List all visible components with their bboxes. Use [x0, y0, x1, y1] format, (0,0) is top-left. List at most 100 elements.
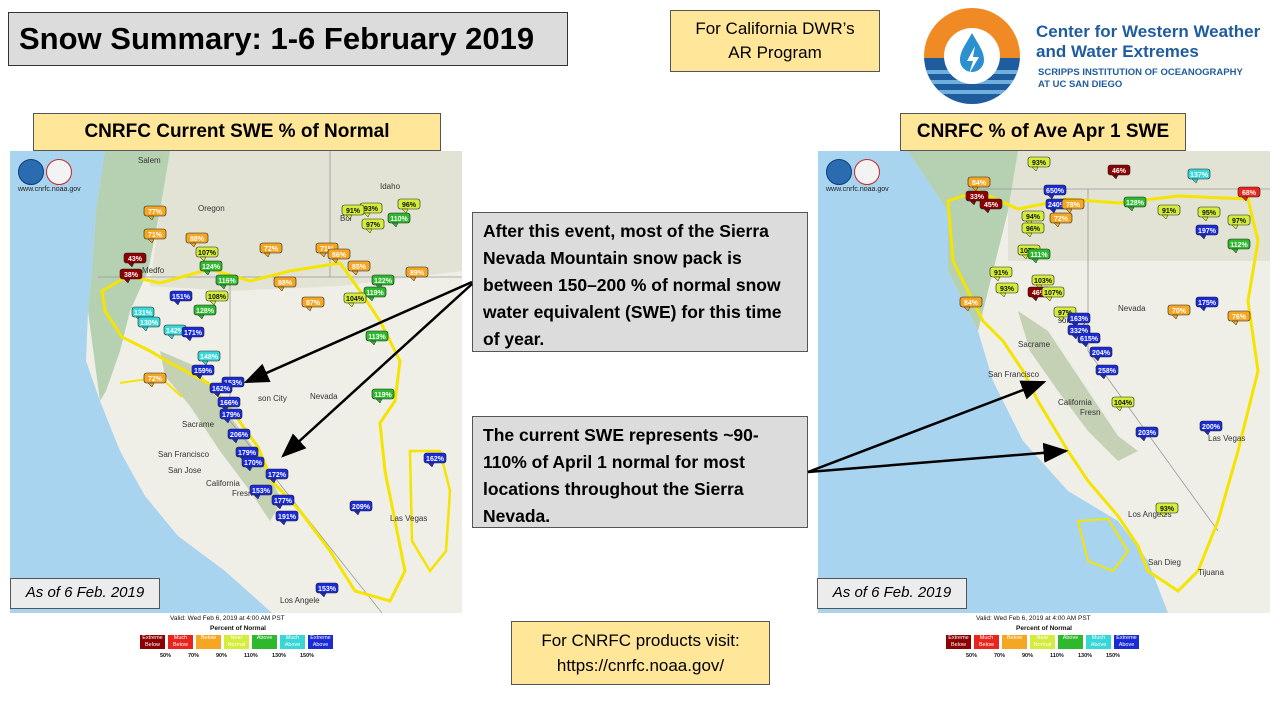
station-marker[interactable]: 72%	[1049, 212, 1073, 228]
station-marker[interactable]: 89%	[405, 266, 429, 282]
station-marker[interactable]: 97%	[361, 218, 385, 234]
station-marker[interactable]: 93%	[1155, 502, 1179, 518]
station-marker[interactable]: 128%	[1123, 196, 1147, 212]
station-marker[interactable]: 177%	[271, 494, 295, 510]
station-marker[interactable]: 170%	[241, 456, 265, 472]
visit-link[interactable]: https://cnrfc.noaa.gov/	[556, 656, 725, 675]
station-marker[interactable]: 78%	[1061, 198, 1085, 214]
station-marker[interactable]: 46%	[1107, 164, 1131, 180]
station-marker[interactable]: 43%	[123, 252, 147, 268]
station-marker[interactable]: 68%	[1237, 186, 1261, 202]
station-marker[interactable]: 191%	[275, 510, 299, 526]
legend-tick: 70%	[188, 653, 200, 659]
station-marker[interactable]: 87%	[301, 296, 325, 312]
nws-icon	[854, 159, 880, 185]
station-marker[interactable]: 112%	[1227, 238, 1251, 254]
station-marker[interactable]: 70%	[1167, 304, 1191, 320]
station-marker[interactable]: 153%	[315, 582, 339, 598]
station-marker[interactable]: 332%	[1067, 324, 1091, 340]
station-value: 197%	[1198, 228, 1217, 235]
map-place-label: Los Angele	[280, 596, 320, 605]
station-marker[interactable]: 97%	[1227, 214, 1251, 230]
station-value: 72%	[1054, 216, 1069, 223]
station-marker[interactable]: 179%	[219, 408, 243, 424]
station-marker[interactable]: 76%	[1227, 310, 1251, 326]
station-marker[interactable]: 84%	[959, 296, 983, 312]
station-marker[interactable]: 91%	[1157, 204, 1181, 220]
station-marker[interactable]: 171%	[181, 326, 205, 342]
station-marker[interactable]: 124%	[199, 260, 223, 276]
station-marker[interactable]: 197%	[1195, 224, 1219, 240]
station-marker[interactable]: 104%	[343, 292, 367, 308]
station-value: 170%	[244, 460, 263, 467]
map-place-label: Nevada	[1118, 304, 1146, 313]
station-marker[interactable]: 86%	[327, 248, 351, 264]
station-marker[interactable]: 38%	[119, 268, 143, 284]
station-marker[interactable]: 88%	[273, 276, 297, 292]
station-marker[interactable]: 77%	[143, 205, 167, 221]
station-marker[interactable]: 172%	[265, 468, 289, 484]
station-marker[interactable]: 119%	[363, 286, 387, 302]
station-marker[interactable]: 148%	[197, 350, 221, 366]
right-source-url: www.cnrfc.noaa.gov	[826, 186, 889, 193]
station-marker[interactable]: 159%	[191, 364, 215, 380]
map-place-label: Las Vegas	[390, 514, 427, 523]
station-marker[interactable]: 200%	[1199, 420, 1223, 436]
station-marker[interactable]: 72%	[143, 372, 167, 388]
station-marker[interactable]: 110%	[387, 212, 411, 228]
station-value: 137%	[1190, 172, 1209, 179]
station-marker[interactable]: 91%	[989, 266, 1013, 282]
station-marker[interactable]: 107%	[1041, 286, 1065, 302]
legend-valid-time: Valid: Wed Feb 6, 2019 at 4:00 AM PST	[170, 615, 285, 622]
station-value: 200%	[1202, 424, 1221, 431]
program-box: For California DWR’s AR Program	[670, 10, 880, 72]
station-marker[interactable]: 206%	[227, 428, 251, 444]
logo-title: Center for Western Weather and Water Ext…	[1036, 22, 1261, 61]
right-panel-label: CNRFC % of Ave Apr 1 SWE	[900, 113, 1186, 151]
station-marker[interactable]: 142%	[163, 324, 187, 340]
station-marker[interactable]: 128%	[193, 304, 217, 320]
station-marker[interactable]: 111%	[1027, 248, 1051, 264]
station-marker[interactable]: 93%	[995, 282, 1019, 298]
station-marker[interactable]: 91%	[341, 204, 365, 220]
logo-subtitle: SCRIPPS INSTITUTION OF OCEANOGRAPHY AT U…	[1038, 67, 1243, 90]
station-value: 142%	[166, 328, 185, 335]
station-marker[interactable]: 104%	[1111, 396, 1135, 412]
station-marker[interactable]: 204%	[1089, 346, 1113, 362]
station-marker[interactable]: 162%	[423, 452, 447, 468]
station-marker[interactable]: 96%	[1021, 222, 1045, 238]
station-marker[interactable]: 93%	[359, 202, 383, 218]
station-marker[interactable]: 96%	[397, 198, 421, 214]
station-marker[interactable]: 137%	[1187, 168, 1211, 184]
station-marker[interactable]: 175%	[1195, 296, 1219, 312]
station-marker[interactable]: 615%	[1077, 332, 1101, 348]
station-marker[interactable]: 130%	[137, 316, 161, 332]
station-marker[interactable]: 45%	[979, 198, 1003, 214]
annotation-sierra-snowpack: After this event, most of the Sierra Nev…	[472, 212, 808, 352]
station-marker[interactable]: 85%	[347, 260, 371, 276]
legend-tick: 90%	[216, 653, 228, 659]
station-marker[interactable]: 95%	[1197, 206, 1221, 222]
station-marker[interactable]: 116%	[215, 274, 239, 290]
station-value: 45%	[984, 202, 999, 209]
station-marker[interactable]: 153%	[249, 484, 273, 500]
station-marker[interactable]: 71%	[143, 228, 167, 244]
station-marker[interactable]: 88%	[185, 232, 209, 248]
station-marker[interactable]: 113%	[365, 330, 389, 346]
station-marker[interactable]: 650%	[1043, 184, 1067, 200]
station-marker[interactable]: 107%	[195, 246, 219, 262]
station-marker[interactable]: 33%	[965, 190, 989, 206]
station-marker[interactable]: 151%	[169, 290, 193, 306]
station-marker[interactable]: 203%	[1135, 426, 1159, 442]
map-place-label: Las Vegas	[1208, 434, 1245, 443]
station-marker[interactable]: 84%	[967, 176, 991, 192]
station-value: 119%	[366, 290, 384, 297]
station-marker[interactable]: 209%	[349, 500, 373, 516]
station-marker[interactable]: 119%	[371, 388, 395, 404]
station-marker[interactable]: 258%	[1095, 364, 1119, 380]
station-marker[interactable]: 108%	[205, 290, 229, 306]
station-marker[interactable]: 93%	[1027, 156, 1051, 172]
station-marker[interactable]: 72%	[259, 242, 283, 258]
map-place-label: Tijuana	[1198, 568, 1224, 577]
station-marker[interactable]: 162%	[209, 382, 233, 398]
